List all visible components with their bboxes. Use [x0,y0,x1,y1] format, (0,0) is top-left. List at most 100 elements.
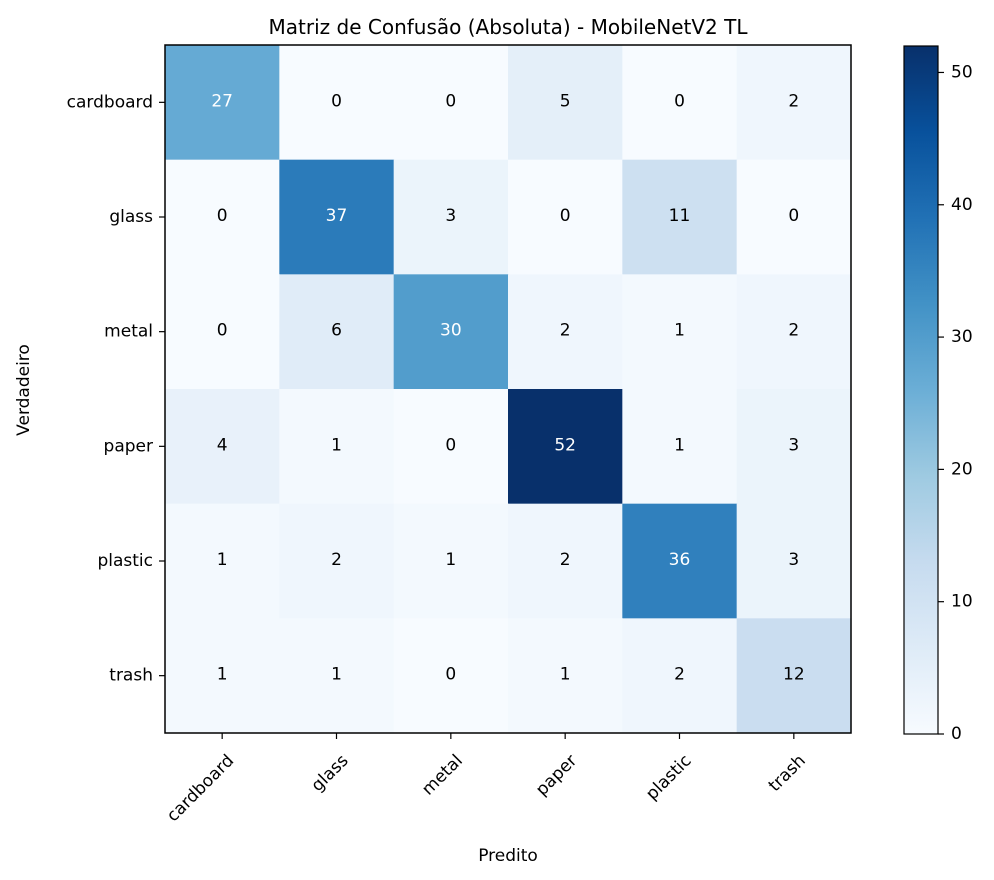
heatmap-cell [165,45,280,161]
heatmap-cell [508,159,623,275]
cell-value-label: 3 [788,550,799,570]
heatmap-cell [508,503,623,619]
cell-value-label: 52 [554,435,576,455]
heatmap-cell [736,618,852,734]
heatmap-cell [622,45,738,161]
cell-value-label: 1 [217,665,228,685]
cell-value-label: 0 [217,206,228,226]
cell-value-label: 30 [440,321,462,341]
x-tick-label: trash [765,751,810,796]
heatmap-cell [622,159,738,275]
x-tick-label: cardboard [163,751,238,826]
cell-value-label: 11 [669,206,691,226]
heatmap-cell [622,274,738,390]
heatmap-cell [279,618,395,734]
cell-value-label: 5 [560,91,571,111]
heatmap-cell [736,159,852,275]
chart-title: Matriz de Confusão (Absoluta) - MobileNe… [269,15,749,39]
y-axis-ticks: cardboard glass metal paper plastic trash [67,92,165,686]
cell-value-label: 0 [331,91,342,111]
x-axis-label: Predito [478,846,538,866]
colorbar-gradient [903,45,939,735]
heatmap-cell [508,389,623,505]
heatmap-cell [279,159,395,275]
heatmap-cell [393,503,509,619]
cell-value-label: 4 [217,435,228,455]
x-axis-ticks: cardboard glass metal paper plastic trash [163,733,810,826]
heatmap-cell [393,274,509,390]
heatmap-cell [165,274,280,390]
y-tick-label: plastic [97,551,153,571]
cell-value-label: 1 [674,435,685,455]
cell-value-label: 2 [674,665,685,685]
colorbar-tick-label: 0 [951,724,962,744]
cell-value-label: 2 [331,550,342,570]
heatmap-cell [736,389,852,505]
cell-value-label: 0 [674,91,685,111]
cell-value-label: 36 [669,550,691,570]
heatmap-cell [393,618,509,734]
cell-value-label: 1 [445,550,456,570]
heatmap-cell [393,389,509,505]
heatmap-cell [508,45,623,161]
x-tick-label: paper [532,751,581,800]
heatmap-cell [622,503,738,619]
cell-value-label: 37 [326,206,348,226]
y-axis-label: Verdadeiro [14,344,34,436]
cell-value-label: 2 [560,550,571,570]
cell-value-label: 3 [445,206,456,226]
plot-frame [164,44,852,734]
heatmap-cells: 27 0 0 5 0 20 37 3 0 11 00 6 30 2 1 24 1 0 52 1 31 2 1 2 36 31 1 0 1… [165,45,852,734]
heatmap-cell [622,389,738,505]
cell-value-label: 1 [331,665,342,685]
y-tick-label: metal [104,322,153,342]
heatmap-cell [165,389,280,505]
cell-value-label: 27 [211,91,233,111]
cell-value-label: 1 [331,435,342,455]
cell-value-label: 1 [217,550,228,570]
x-tick-label: plastic [642,751,695,804]
cell-value-label: 0 [445,665,456,685]
x-tick-label: glass [308,751,353,796]
colorbar-tick-label: 40 [951,195,973,215]
cell-value-label: 0 [788,206,799,226]
cell-value-label: 0 [445,91,456,111]
cell-value-label: 12 [783,665,805,685]
heatmap-cell [508,274,623,390]
cell-value-label: 2 [788,321,799,341]
cell-value-label: 2 [788,91,799,111]
heatmap-cell [508,618,623,734]
cell-value-label: 0 [445,435,456,455]
cell-value-label: 0 [217,321,228,341]
y-tick-label: cardboard [67,92,153,112]
heatmap-cell [393,159,509,275]
heatmap-cell [279,503,395,619]
heatmap-cell [393,45,509,161]
heatmap-cell [165,503,280,619]
cell-value-label: 6 [331,321,342,341]
colorbar-tick-label: 50 [951,62,973,82]
heatmap-cell [279,45,395,161]
cell-value-label: 1 [560,665,571,685]
heatmap-cell [279,274,395,390]
y-tick-label: trash [109,666,153,686]
heatmap-cell [736,503,852,619]
heatmap-cell [622,618,738,734]
colorbar: 0 10 20 30 40 50 [903,45,973,744]
heatmap-cell [736,45,852,161]
colorbar-tick-label: 20 [951,459,973,479]
cell-value-label: 0 [560,206,571,226]
heatmap-cell [165,618,280,734]
cell-value-label: 3 [788,435,799,455]
colorbar-tick-label: 10 [951,592,973,612]
colorbar-tick-label: 30 [951,327,973,347]
heatmap-cell [165,159,280,275]
cell-value-label: 2 [560,321,571,341]
x-tick-label: metal [418,751,467,800]
heatmap-cell [736,274,852,390]
cell-value-label: 1 [674,321,685,341]
heatmap-cell [279,389,395,505]
y-tick-label: paper [104,436,153,456]
y-tick-label: glass [109,207,153,227]
